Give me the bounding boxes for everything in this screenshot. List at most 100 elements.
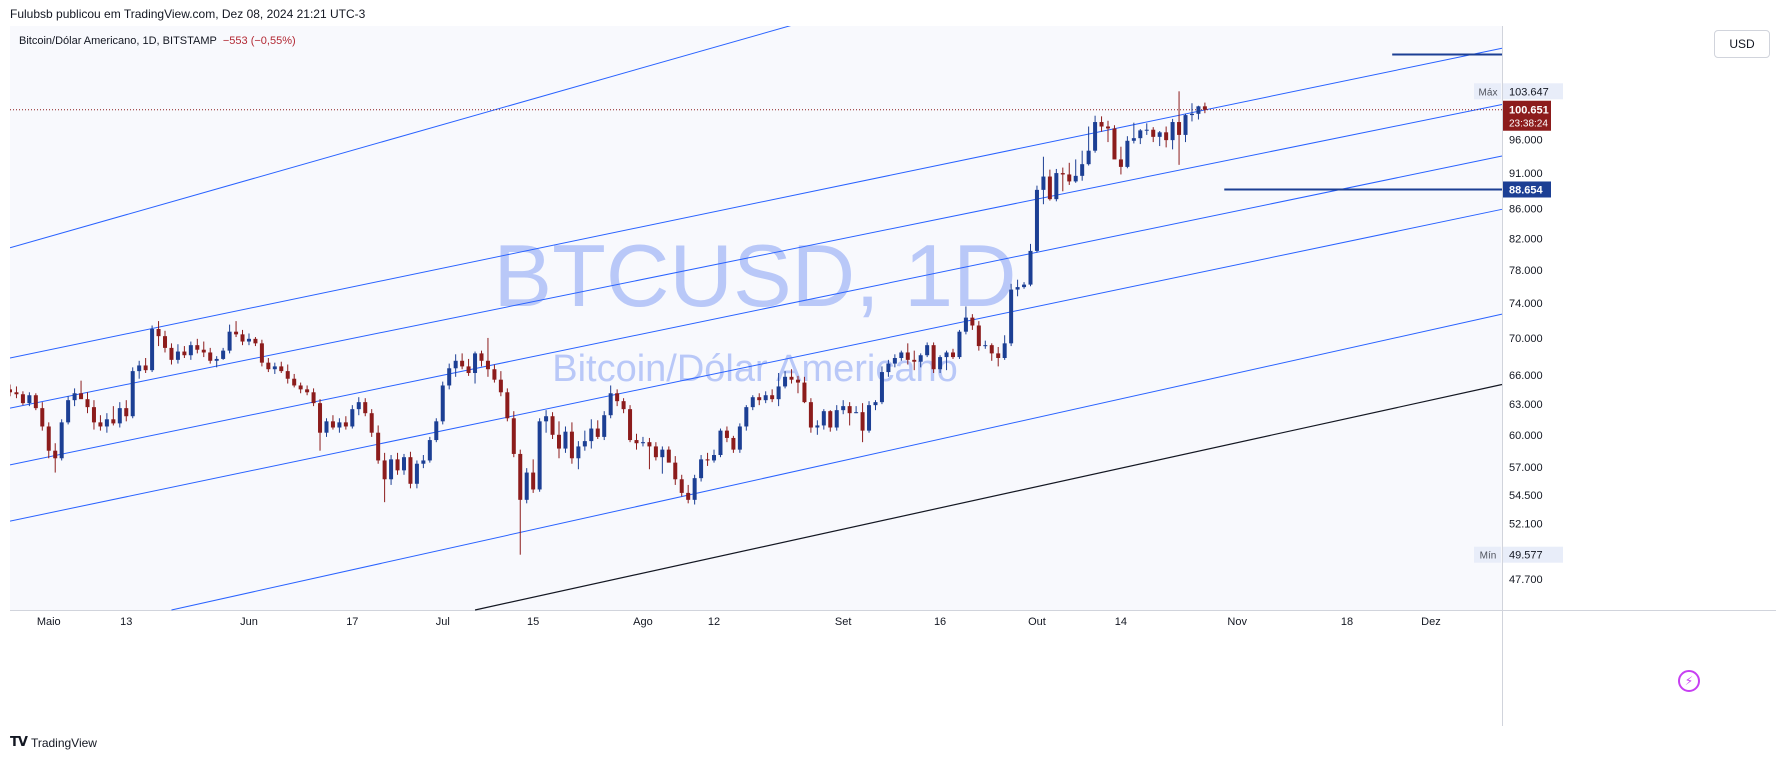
candle-body xyxy=(440,385,445,422)
candle-body xyxy=(208,352,213,361)
candle-body xyxy=(595,428,600,437)
candle-body xyxy=(124,408,129,417)
candle-body xyxy=(1041,176,1046,190)
price-chart[interactable]: BTCUSD, 1D Bitcoin/Dólar Americano Maio 13… xyxy=(10,26,1776,726)
candle-body xyxy=(292,378,297,386)
candle-body xyxy=(873,402,878,406)
candle-body xyxy=(485,360,490,370)
candle-body xyxy=(33,395,38,409)
candle-body xyxy=(931,345,936,370)
y-tick-label: 96.000 xyxy=(1509,134,1543,146)
candle-body xyxy=(821,411,826,426)
candle-body xyxy=(85,399,90,408)
candle-body xyxy=(240,334,245,342)
x-tick-label: Ago xyxy=(633,616,653,628)
brand-name: TradingView xyxy=(30,735,97,750)
x-tick-label: Jul xyxy=(436,616,450,628)
time-scale-background xyxy=(10,610,1502,726)
candle-body xyxy=(834,410,839,428)
watermark-subtitle: Bitcoin/Dólar Americano xyxy=(552,348,958,390)
candle-body xyxy=(1196,106,1201,114)
channel-line xyxy=(10,208,1503,522)
candle-body xyxy=(925,345,930,356)
candle-body xyxy=(227,331,232,351)
candle-body xyxy=(1202,106,1207,110)
y-tick-label: 47.700 xyxy=(1509,574,1543,586)
candle-body xyxy=(1183,115,1188,135)
candle-body xyxy=(401,457,406,471)
candle-body xyxy=(970,317,975,326)
candle-body xyxy=(686,492,691,500)
tradingview-logo[interactable]: TV TradingView xyxy=(10,735,97,750)
currency-button[interactable]: USD xyxy=(1714,30,1770,58)
candle-body xyxy=(737,426,742,450)
candle-body xyxy=(1164,132,1169,141)
candle-body xyxy=(201,349,206,353)
baseline-line xyxy=(474,383,1503,611)
x-tick-label: Dez xyxy=(1421,616,1441,628)
candle-body xyxy=(905,352,910,360)
candle-body xyxy=(1060,173,1065,175)
tradingview-logo-icon: TV xyxy=(10,735,28,750)
y-tick-label: 63.000 xyxy=(1509,399,1543,411)
x-tick-label: 17 xyxy=(346,616,358,628)
candle-body xyxy=(944,352,949,358)
candle-body xyxy=(666,449,671,463)
candle-body xyxy=(996,353,1001,359)
price-scale-background xyxy=(1502,26,1776,726)
y-tick-label: 57.000 xyxy=(1509,462,1543,474)
candle-body xyxy=(815,425,820,428)
candle-body xyxy=(744,407,749,427)
symbol-name: Bitcoin/Dólar Americano, 1D, BITSTAMP xyxy=(19,35,217,47)
extreme-value-label: 103.647 xyxy=(1509,86,1549,98)
candle-body xyxy=(802,382,807,403)
footer: TV TradingView xyxy=(0,728,1786,759)
candle-body xyxy=(298,385,303,390)
y-tick-label: 78.000 xyxy=(1509,265,1543,277)
candle-body xyxy=(847,406,852,414)
candle-body xyxy=(621,401,626,410)
candle-body xyxy=(1157,132,1162,137)
symbol-legend[interactable]: Bitcoin/Dólar Americano, 1D, BITSTAMP −55… xyxy=(19,35,296,47)
lightning-bolt-icon[interactable]: ⚡ xyxy=(1678,670,1700,692)
candle-body xyxy=(718,430,723,456)
candle-body xyxy=(214,358,219,361)
candle-body xyxy=(473,353,478,374)
extreme-value-background xyxy=(1503,83,1563,100)
candle-body xyxy=(1170,122,1175,141)
y-tick-label: 66.000 xyxy=(1509,370,1543,382)
candle-body xyxy=(20,394,25,404)
candle-body xyxy=(808,402,813,428)
candle-body xyxy=(337,422,342,428)
candle-body xyxy=(318,403,323,433)
candle-body xyxy=(272,366,277,370)
candle-body xyxy=(886,363,891,373)
candle-body xyxy=(305,389,310,393)
candle-body xyxy=(350,409,355,427)
channel-line xyxy=(10,155,1503,466)
candle-body xyxy=(72,393,77,401)
candle-body xyxy=(854,412,859,414)
candle-body xyxy=(1099,122,1104,127)
y-tick-label: 70.000 xyxy=(1509,333,1543,345)
candle-body xyxy=(104,419,109,427)
candle-body xyxy=(382,460,387,480)
candle-body xyxy=(1177,122,1182,135)
y-tick-label: 74.000 xyxy=(1509,298,1543,310)
candle-body xyxy=(899,352,904,359)
candle-body xyxy=(1118,159,1123,167)
candle-body xyxy=(466,366,471,374)
candle-body xyxy=(1125,140,1130,167)
candle-body xyxy=(130,371,135,417)
candle-body xyxy=(563,431,568,449)
candle-body xyxy=(750,397,755,408)
candle-body xyxy=(46,426,51,451)
candle-body xyxy=(266,362,271,370)
candle-body xyxy=(1034,189,1039,251)
candle-body xyxy=(163,336,168,348)
candle-body xyxy=(279,366,284,372)
candle-body xyxy=(989,345,994,354)
candle-body xyxy=(324,421,329,433)
candle-body xyxy=(983,345,988,347)
candle-body xyxy=(537,421,542,490)
